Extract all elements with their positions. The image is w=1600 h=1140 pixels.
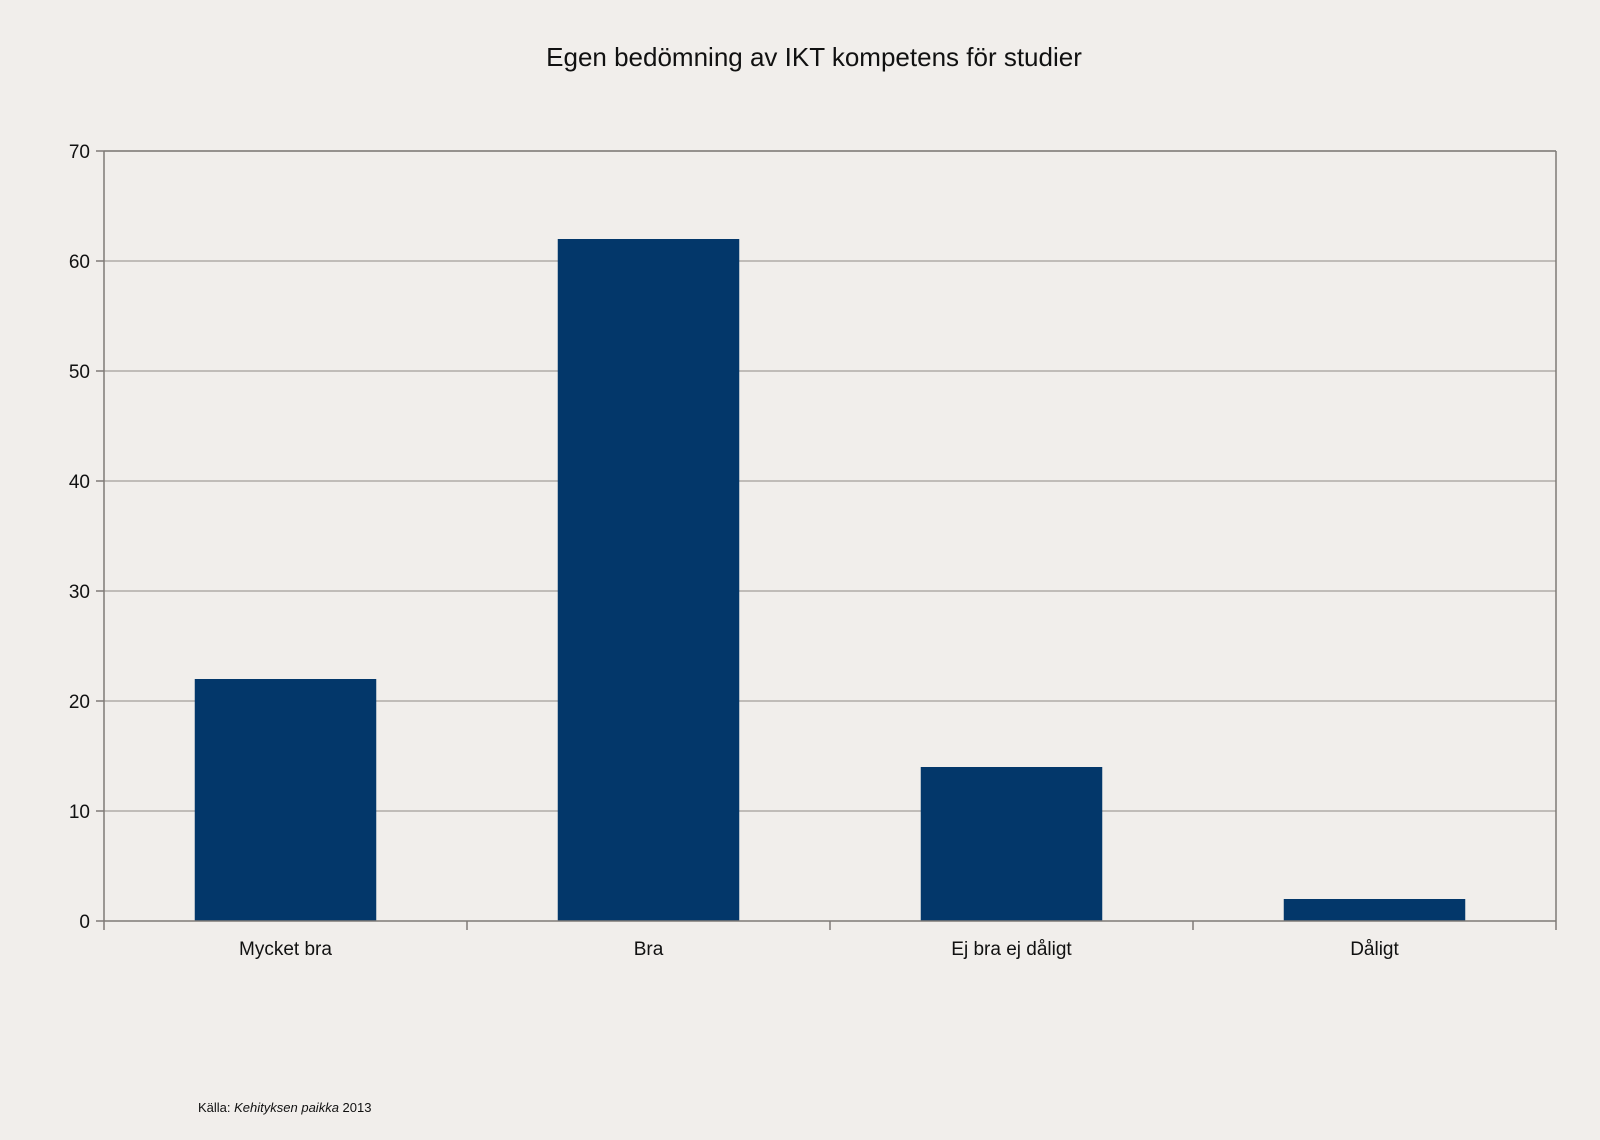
tick-labels: 0 10 20 30 40 50 60 70 Mycket bra Bra Ej bra ej då… [69, 142, 1400, 960]
chart-title: Egen bedömning av IKT kompetens för stud… [546, 42, 1082, 72]
bar-2 [557, 239, 740, 921]
y-tick-label: 70 [69, 142, 90, 163]
x-tick-label: Bra [634, 939, 664, 960]
bars [194, 239, 1466, 921]
x-tick-label: Dåligt [1350, 939, 1399, 960]
y-tick-label: 40 [69, 472, 90, 493]
source-note: Källa: Kehityksen paikka 2013 [198, 1100, 371, 1115]
source-prefix: Källa: [198, 1100, 235, 1115]
y-tick-label: 0 [79, 912, 90, 933]
bar-4 [1283, 899, 1466, 921]
y-tick-label: 50 [69, 362, 90, 383]
y-tick-label: 60 [69, 252, 90, 273]
bar-3 [920, 767, 1103, 921]
y-tick-label: 20 [69, 692, 90, 713]
bar-1 [194, 679, 377, 921]
y-tick-label: 10 [69, 802, 90, 823]
x-tick-label: Mycket bra [239, 939, 332, 960]
axes [96, 150, 1557, 930]
x-tick-label: Ej bra ej dåligt [951, 939, 1072, 960]
source-year: 2013 [338, 1100, 372, 1115]
source-name: Kehityksen paikka [234, 1100, 339, 1115]
y-tick-label: 30 [69, 582, 90, 603]
